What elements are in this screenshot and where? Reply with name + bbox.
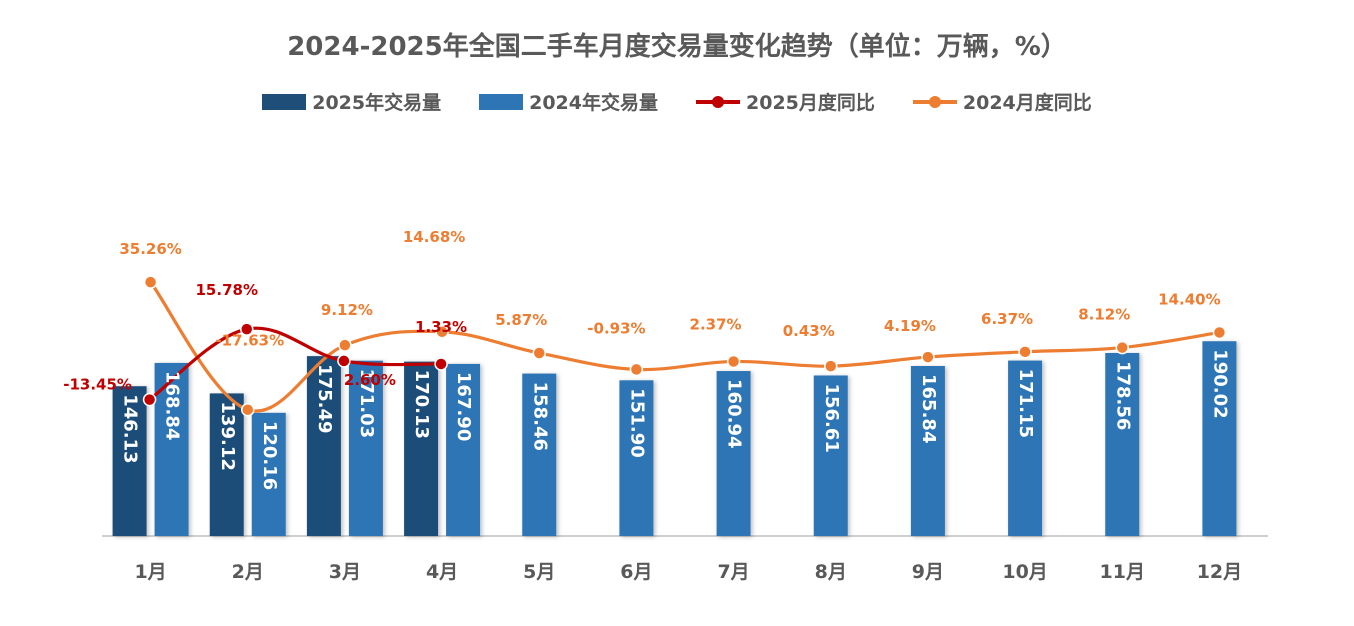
bar-2025-volume bbox=[209, 393, 244, 536]
bar-2024-volume-label: 151.90 bbox=[626, 388, 647, 457]
point-2024-yoy bbox=[143, 275, 158, 289]
label-2024-yoy: 6.37% bbox=[981, 310, 1033, 328]
legend-swatch-2025-volume bbox=[262, 93, 307, 110]
bar-2025-volume bbox=[306, 356, 341, 536]
bar-2024-volume-label: 167.90 bbox=[453, 372, 474, 441]
x-tick-label: 11月 bbox=[1100, 561, 1145, 583]
bar-2025-volume bbox=[404, 361, 439, 536]
legend-swatch-2024-yoy bbox=[912, 94, 957, 110]
legend: 2025年交易量 2024年交易量 2025月度同比 2024月度同比 bbox=[0, 88, 1354, 115]
point-2024-yoy bbox=[1115, 340, 1129, 355]
point-2024-yoy bbox=[824, 359, 838, 373]
bar-2025-volume bbox=[112, 386, 147, 536]
point-2024-yoy bbox=[1018, 345, 1032, 359]
bar-2024-volume bbox=[251, 412, 286, 536]
bar-2024-volume bbox=[1105, 352, 1140, 536]
label-2024-yoy: 8.12% bbox=[1078, 306, 1130, 324]
line-2025-yoy bbox=[148, 326, 442, 401]
point-2024-yoy bbox=[241, 402, 255, 417]
point-2025-yoy bbox=[240, 322, 254, 336]
label-2025-yoy: 15.78% bbox=[196, 281, 258, 299]
bar-2024-volume bbox=[446, 363, 481, 536]
x-tick-label: 3月 bbox=[329, 561, 361, 583]
bar-2024-volume-label: 160.94 bbox=[724, 379, 745, 448]
x-tick-label: 1月 bbox=[134, 561, 166, 583]
legend-label-2024-yoy: 2024月度同比 bbox=[962, 92, 1092, 114]
bar-2024-volume-label: 165.84 bbox=[918, 374, 939, 443]
label-2024-yoy: 14.68% bbox=[403, 228, 465, 246]
bar-2024-volume bbox=[1202, 341, 1237, 536]
legend-item-2024-volume: 2024年交易量 bbox=[479, 88, 658, 115]
point-2025-yoy bbox=[434, 357, 448, 371]
legend-label-2024-volume: 2024年交易量 bbox=[529, 92, 658, 114]
bar-2024-volume-label: 190.02 bbox=[1209, 349, 1230, 418]
label-2024-yoy: 9.12% bbox=[321, 301, 373, 319]
bar-2024-volume bbox=[522, 373, 557, 536]
bar-2024-volume bbox=[348, 360, 383, 536]
bar-2024-volume bbox=[1008, 360, 1043, 536]
bar-2025-volume-label: 139.12 bbox=[217, 401, 238, 470]
point-2024-yoy bbox=[338, 338, 352, 352]
label-2024-yoy: 14.40% bbox=[1158, 290, 1220, 308]
label-2025-yoy: -13.45% bbox=[63, 376, 132, 394]
point-2025-yoy bbox=[337, 354, 351, 368]
point-2024-yoy bbox=[1212, 325, 1227, 340]
label-2024-yoy: 0.43% bbox=[783, 322, 835, 340]
label-2024-yoy: 2.37% bbox=[690, 315, 742, 333]
legend-item-2024-yoy: 2024月度同比 bbox=[912, 88, 1092, 115]
label-2025-yoy: 2.60% bbox=[344, 371, 396, 389]
label-2024-yoy: 5.87% bbox=[495, 311, 547, 329]
label-2024-yoy: -0.93% bbox=[587, 319, 645, 337]
label-2024-yoy: 35.26% bbox=[119, 240, 181, 258]
point-2024-yoy bbox=[921, 350, 935, 364]
point-2024-yoy bbox=[532, 346, 546, 360]
legend-swatch-2025-yoy bbox=[696, 94, 740, 110]
x-tick-label: 12月 bbox=[1197, 561, 1242, 583]
bar-2024-volume bbox=[716, 371, 751, 536]
chart-title: 2024-2025年全国二手车月度交易量变化趋势（单位：万辆，%） bbox=[287, 32, 1067, 62]
point-2024-yoy bbox=[435, 325, 449, 339]
point-2024-yoy bbox=[629, 362, 644, 377]
label-2025-yoy: 1.33% bbox=[415, 318, 467, 336]
bar-2024-volume-label: 168.84 bbox=[162, 371, 183, 440]
label-2024-yoy: -17.63% bbox=[215, 332, 284, 350]
bar-2024-volume bbox=[813, 375, 848, 536]
bar-2024-volume-label: 171.03 bbox=[356, 369, 377, 438]
bar-2024-volume-label: 158.46 bbox=[529, 382, 550, 451]
x-tick-label: 8月 bbox=[815, 561, 847, 583]
point-2025-yoy bbox=[142, 392, 157, 407]
point-2024-yoy bbox=[726, 354, 741, 369]
legend-item-2025-yoy: 2025月度同比 bbox=[696, 88, 875, 115]
x-tick-label: 6月 bbox=[620, 561, 652, 583]
x-tick-label: 7月 bbox=[717, 561, 749, 583]
bar-2024-volume-label: 171.15 bbox=[1015, 369, 1036, 438]
legend-label-2025-yoy: 2025月度同比 bbox=[746, 92, 875, 114]
legend-item-2025-volume: 2025年交易量 bbox=[262, 88, 441, 115]
x-tick-label: 4月 bbox=[426, 561, 458, 583]
bar-2024-volume-label: 120.16 bbox=[259, 421, 280, 490]
legend-label-2025-volume: 2025年交易量 bbox=[312, 92, 442, 114]
bar-2024-volume-label: 156.61 bbox=[821, 383, 842, 452]
bar-2024-volume bbox=[619, 380, 654, 536]
bar-2025-volume-label: 170.13 bbox=[411, 370, 432, 439]
x-tick-label: 2月 bbox=[232, 561, 264, 583]
x-tick-label: 10月 bbox=[1002, 561, 1047, 583]
bar-2024-volume-label: 178.56 bbox=[1112, 361, 1133, 430]
bar-2025-volume-label: 146.13 bbox=[120, 394, 141, 463]
bar-2024-volume bbox=[910, 366, 945, 536]
bar-2025-volume-label: 175.49 bbox=[314, 364, 335, 433]
x-tick-label: 9月 bbox=[912, 561, 944, 583]
x-tick-label: 5月 bbox=[523, 561, 555, 583]
label-2024-yoy: 4.19% bbox=[884, 317, 936, 335]
legend-swatch-2024-volume bbox=[479, 93, 524, 110]
